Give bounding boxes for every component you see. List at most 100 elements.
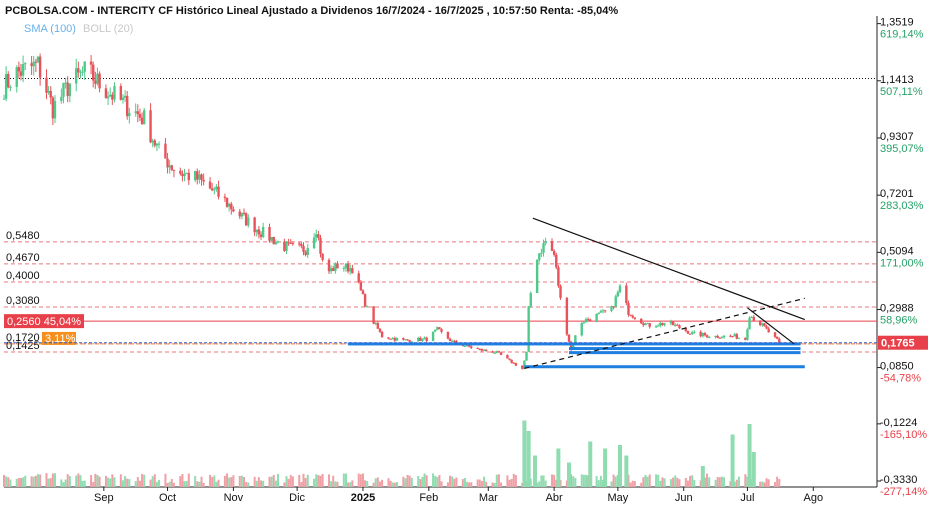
candle-body <box>654 326 658 328</box>
volume-bar <box>134 481 137 487</box>
volume-bar <box>640 482 643 487</box>
candle-body <box>565 297 569 335</box>
volume-bar <box>5 476 8 487</box>
right-axis-price: 1,1413 <box>880 74 914 86</box>
candle-body <box>627 303 630 315</box>
volume-bar <box>374 478 377 487</box>
volume-bar <box>60 479 63 487</box>
volume-bar <box>77 473 80 487</box>
candle-body <box>332 268 335 272</box>
volume-bar <box>587 475 590 487</box>
candle-body <box>217 186 220 197</box>
candle-body <box>319 237 322 254</box>
volume-bar <box>646 476 649 487</box>
volume-bar <box>238 475 241 487</box>
volume-bar <box>672 477 675 487</box>
volume-bar <box>107 477 110 487</box>
volume-bar <box>659 480 662 487</box>
candle-body <box>450 340 454 342</box>
candle-body <box>421 338 424 341</box>
volume-bar <box>597 480 600 487</box>
right-axis-price: 0,0850 <box>880 361 914 373</box>
candle-body <box>329 268 333 272</box>
volume-bar <box>376 477 379 487</box>
volume-bar <box>425 475 428 487</box>
right-axis-pct: 58,96% <box>880 315 918 327</box>
volume-bar <box>601 479 604 487</box>
candle-body <box>746 329 749 340</box>
candle-body <box>387 337 390 339</box>
candle-body <box>215 186 218 189</box>
volume-bar <box>555 479 558 487</box>
volume-bar <box>81 480 84 487</box>
candle-body <box>183 173 186 177</box>
volume-spike-bar <box>522 420 527 487</box>
volume-bar <box>655 474 658 487</box>
candle-body <box>336 263 339 269</box>
volume-bar <box>243 477 246 487</box>
volume-bar <box>228 477 231 487</box>
candle-body <box>540 252 543 254</box>
candle-body <box>109 94 112 97</box>
candle-body <box>94 80 97 84</box>
candle-body <box>253 217 256 233</box>
volume-bar <box>661 477 664 487</box>
candle-body <box>508 358 511 360</box>
candle-body <box>172 169 176 171</box>
candle-body <box>572 344 575 350</box>
volume-bar <box>512 473 515 487</box>
candle-body <box>2 98 6 100</box>
volume-bar <box>580 474 583 487</box>
volume-bar <box>438 474 441 487</box>
volume-bar <box>287 478 290 487</box>
candle-body <box>402 338 405 340</box>
boll-legend-item[interactable]: BOLL (20) <box>83 23 134 35</box>
volume-bar <box>463 478 466 487</box>
candle-body <box>15 67 18 87</box>
candle-body <box>185 172 188 174</box>
volume-bar <box>436 476 439 487</box>
volume-bar <box>483 476 486 487</box>
right-axis-pct: 171,00% <box>880 257 924 269</box>
volume-bar <box>451 476 454 487</box>
candle-body <box>321 253 324 260</box>
volume-bar <box>735 479 738 487</box>
sma-legend-item[interactable]: SMA (100) <box>24 23 76 35</box>
candle-body <box>68 83 72 97</box>
volume-bar <box>493 482 496 487</box>
volume-bar <box>181 474 184 487</box>
candle-body <box>128 112 131 117</box>
candle-body <box>312 237 316 249</box>
candle-body <box>232 209 235 212</box>
volume-bar <box>211 477 214 487</box>
candle-body <box>569 341 573 350</box>
candle-body <box>729 335 732 337</box>
right-axis-pct: 283,03% <box>880 200 924 212</box>
candle-body <box>244 213 248 226</box>
support-band <box>348 342 801 346</box>
candle-body <box>363 294 367 307</box>
candle-body <box>559 285 562 298</box>
volume-bar <box>274 480 277 487</box>
candle-body <box>735 334 739 339</box>
candle-body <box>136 111 140 115</box>
candle-body <box>213 188 216 191</box>
candle-body <box>77 68 80 73</box>
volume-bar <box>209 474 212 487</box>
candle-body <box>763 323 766 327</box>
volume-bar <box>170 479 173 487</box>
volume-bar <box>453 478 456 487</box>
right-axis-pct: -277,14% <box>880 486 927 498</box>
candle-body <box>720 337 724 339</box>
volume-bar <box>669 479 672 487</box>
volume-bar <box>759 481 762 487</box>
volume-bar <box>215 481 218 487</box>
volume-bar <box>476 479 479 487</box>
volume-bar <box>612 474 615 487</box>
volume-bar <box>514 475 517 487</box>
volume-bar <box>761 481 764 487</box>
candle-body <box>349 268 352 272</box>
candle-body <box>138 114 142 118</box>
volume-bar <box>729 481 732 487</box>
